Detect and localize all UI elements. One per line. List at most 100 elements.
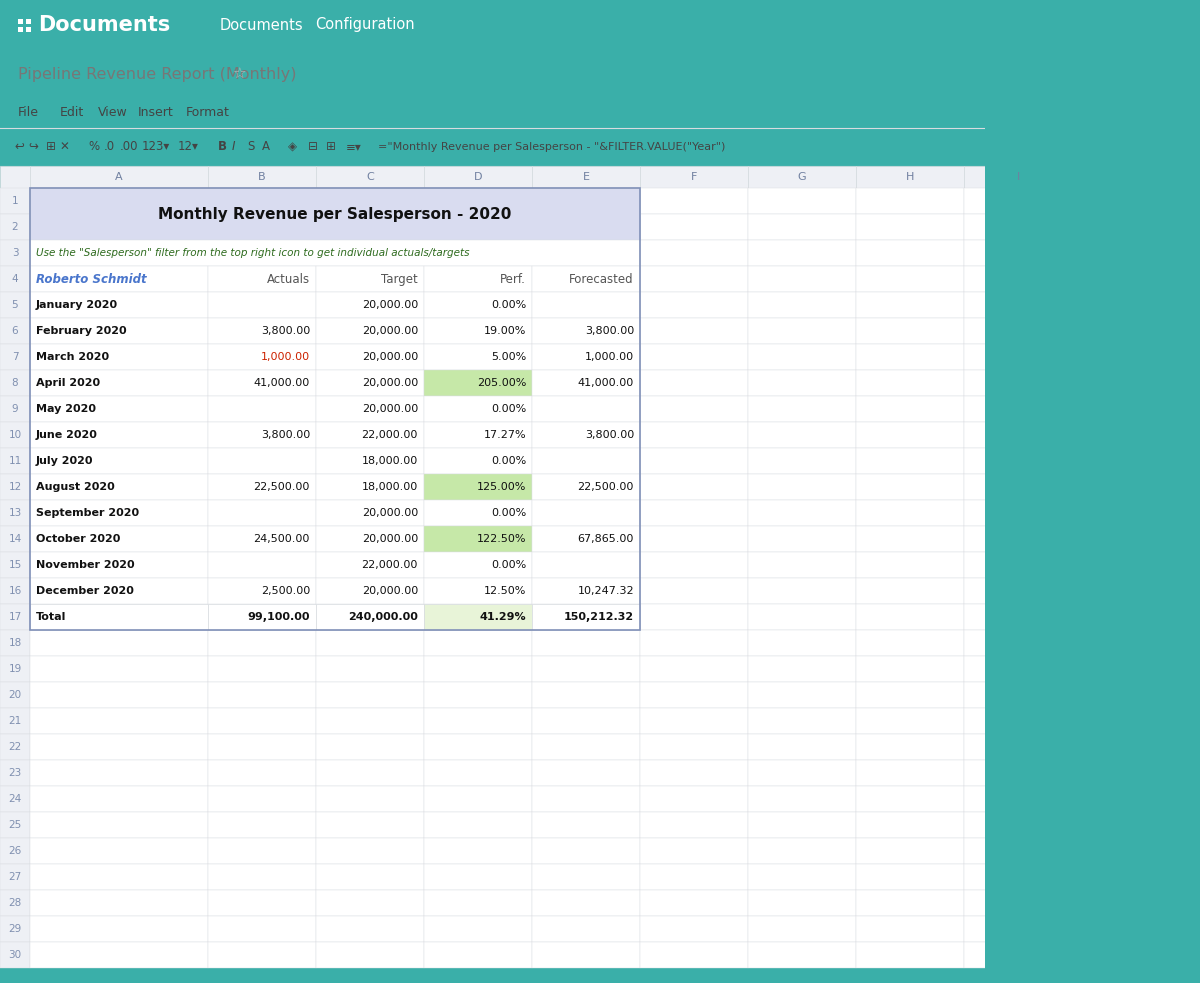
Text: 1,000.00: 1,000.00 — [260, 352, 310, 362]
Text: 18,000.00: 18,000.00 — [361, 482, 418, 492]
Text: Target: Target — [382, 272, 418, 285]
Bar — [640, 370, 748, 396]
Bar — [964, 188, 1072, 214]
Bar — [30, 604, 208, 630]
Text: A: A — [115, 172, 122, 182]
Bar — [208, 318, 316, 344]
Bar — [316, 864, 424, 890]
Bar — [532, 474, 640, 500]
Bar — [30, 916, 208, 942]
Bar — [856, 448, 964, 474]
Bar — [640, 292, 748, 318]
Text: 22: 22 — [8, 742, 22, 752]
Text: 20,000.00: 20,000.00 — [361, 352, 418, 362]
Bar — [424, 500, 532, 526]
Bar — [208, 864, 316, 890]
Bar — [424, 240, 532, 266]
Bar — [640, 656, 748, 682]
Bar — [316, 344, 424, 370]
Bar — [424, 266, 532, 292]
Bar — [424, 166, 532, 188]
Text: 122.50%: 122.50% — [476, 534, 526, 544]
Bar — [0, 552, 30, 578]
Bar — [856, 630, 964, 656]
Bar — [640, 166, 748, 188]
Text: 29: 29 — [8, 924, 22, 934]
Text: 2: 2 — [12, 222, 18, 232]
Bar — [0, 422, 30, 448]
Text: 0.00%: 0.00% — [491, 404, 526, 414]
Bar — [0, 240, 30, 266]
Bar — [30, 188, 208, 214]
Text: 6: 6 — [12, 326, 18, 336]
Bar — [856, 266, 964, 292]
Bar — [0, 838, 30, 864]
Bar — [532, 812, 640, 838]
Bar — [0, 214, 30, 240]
Bar — [30, 448, 208, 474]
Text: 21: 21 — [8, 716, 22, 726]
Bar — [208, 734, 316, 760]
Bar — [532, 500, 640, 526]
Bar — [856, 916, 964, 942]
Text: 20,000.00: 20,000.00 — [361, 300, 418, 310]
Bar — [208, 812, 316, 838]
Bar — [424, 474, 532, 500]
Bar — [532, 682, 640, 708]
Bar — [748, 396, 856, 422]
Bar — [0, 318, 30, 344]
Bar — [30, 656, 208, 682]
Bar — [640, 760, 748, 786]
Bar — [30, 552, 208, 578]
Text: 12▾: 12▾ — [178, 141, 199, 153]
Bar — [316, 526, 424, 552]
Bar — [856, 318, 964, 344]
Text: F: F — [691, 172, 697, 182]
Bar — [532, 448, 640, 474]
Bar — [30, 370, 208, 396]
Bar — [748, 188, 856, 214]
Bar — [18, 27, 23, 32]
Bar — [640, 890, 748, 916]
Bar — [26, 27, 31, 32]
Bar — [0, 708, 30, 734]
Text: 17.27%: 17.27% — [484, 430, 526, 440]
Bar — [532, 578, 640, 604]
Bar — [30, 474, 208, 500]
Bar — [424, 682, 532, 708]
Bar — [964, 526, 1072, 552]
Text: December 2020: December 2020 — [36, 586, 134, 596]
Text: Use the "Salesperson" filter from the top right icon to get individual actuals/t: Use the "Salesperson" filter from the to… — [36, 248, 469, 258]
Bar — [424, 604, 532, 630]
Bar — [856, 474, 964, 500]
Bar — [30, 240, 208, 266]
Bar — [424, 396, 532, 422]
Bar — [424, 578, 532, 604]
Bar — [748, 292, 856, 318]
Bar — [30, 166, 208, 188]
Bar — [424, 630, 532, 656]
Bar — [748, 526, 856, 552]
Bar — [964, 838, 1072, 864]
Text: 7: 7 — [12, 352, 18, 362]
Bar — [640, 864, 748, 890]
Bar — [856, 422, 964, 448]
Bar — [0, 760, 30, 786]
Bar — [532, 838, 640, 864]
Bar — [424, 864, 532, 890]
Text: 67,865.00: 67,865.00 — [577, 534, 634, 544]
Bar — [18, 19, 23, 24]
Bar — [0, 188, 30, 214]
Bar — [208, 552, 316, 578]
Bar — [964, 656, 1072, 682]
Bar — [424, 318, 532, 344]
Bar — [856, 682, 964, 708]
Bar — [856, 396, 964, 422]
Text: H: H — [906, 172, 914, 182]
Text: 22,000.00: 22,000.00 — [361, 430, 418, 440]
Text: 15: 15 — [8, 560, 22, 570]
Bar — [26, 19, 31, 24]
Text: 22,500.00: 22,500.00 — [577, 482, 634, 492]
Text: Pipeline Revenue Report (Monthly): Pipeline Revenue Report (Monthly) — [18, 67, 296, 82]
Bar — [640, 708, 748, 734]
